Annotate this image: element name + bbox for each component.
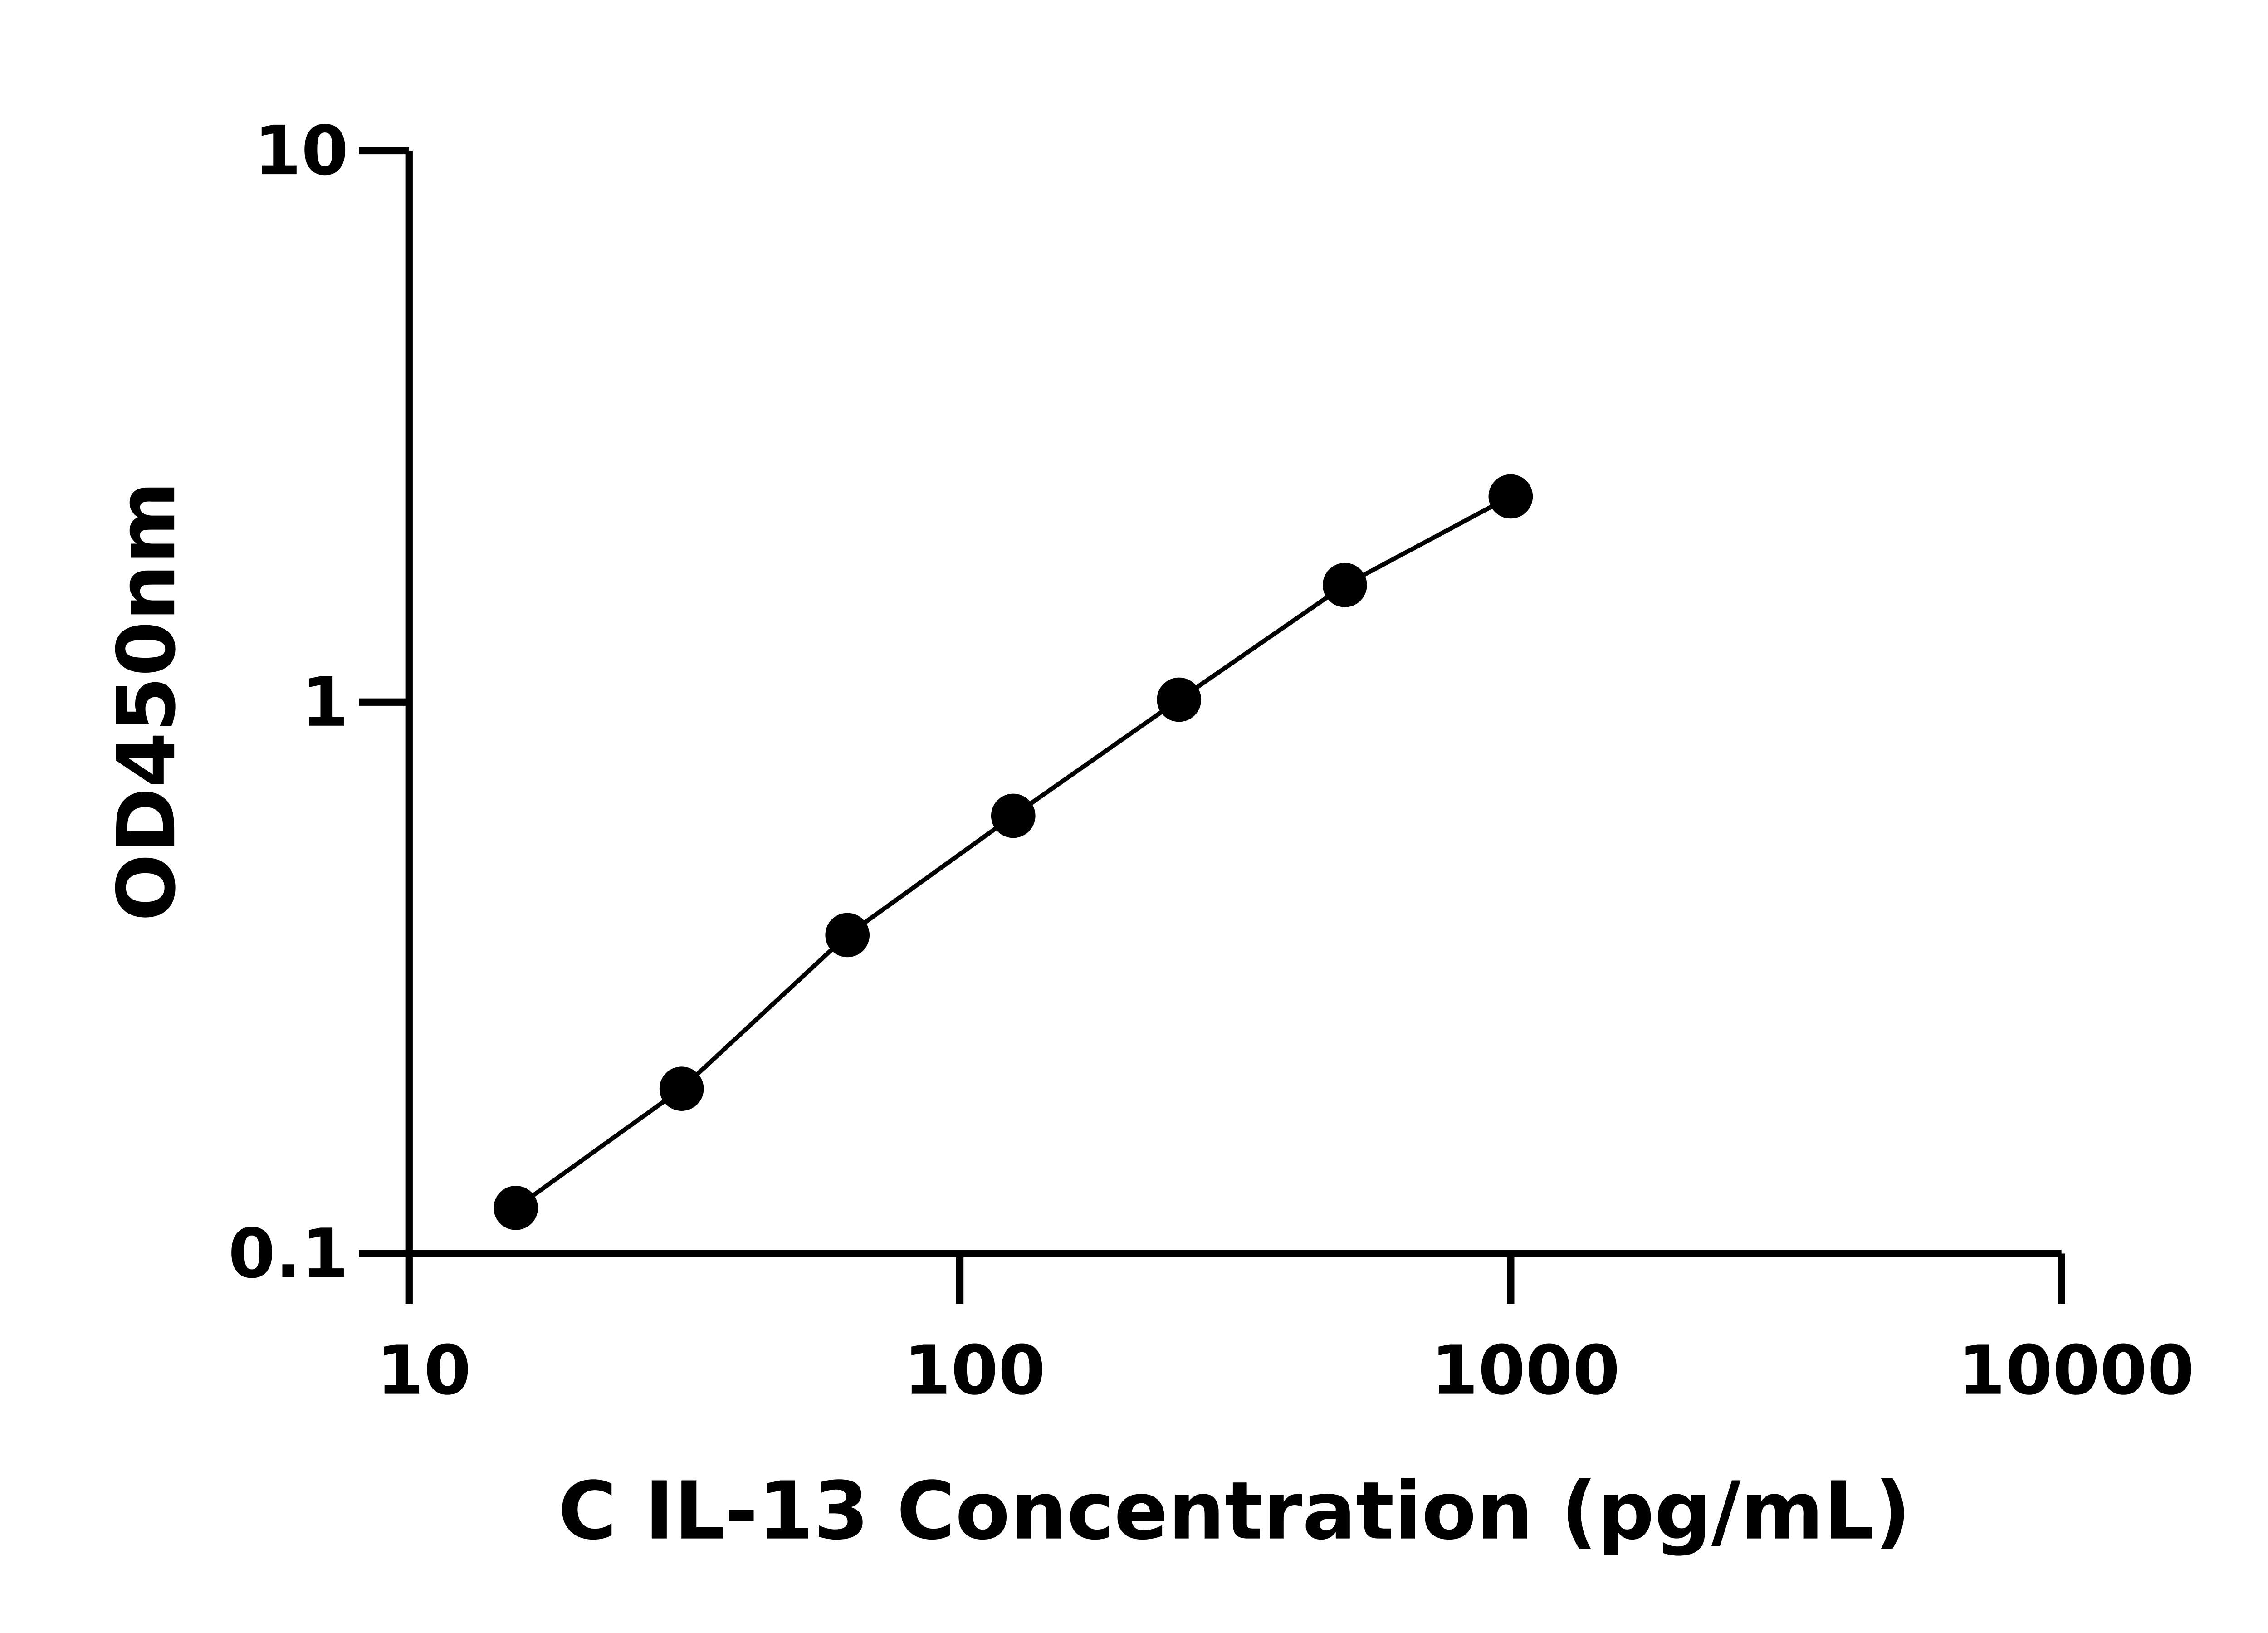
data-point	[1157, 677, 1202, 722]
data-point	[1488, 474, 1533, 519]
x-tick-label: 100	[904, 1331, 1046, 1410]
data-point	[659, 1066, 704, 1111]
data-point	[494, 1186, 538, 1230]
y-tick-label: 1	[301, 663, 348, 742]
x-tick-label: 10	[376, 1331, 471, 1410]
y-axis-title: OD450nm	[101, 481, 193, 921]
y-tick-label: 0.1	[228, 1215, 348, 1294]
data-point	[1322, 562, 1367, 607]
data-point	[825, 913, 870, 958]
data-points	[494, 474, 1533, 1230]
data-point	[991, 793, 1036, 838]
axes: 10 100 1000 10000 0.1 1 10	[228, 112, 2195, 1410]
y-tick-label: 10	[254, 112, 348, 191]
x-tick-label: 10000	[1958, 1331, 2195, 1410]
x-tick-label: 1000	[1431, 1331, 1620, 1410]
x-axis-title: C IL-13 Concentration (pg/mL)	[558, 1465, 1911, 1558]
